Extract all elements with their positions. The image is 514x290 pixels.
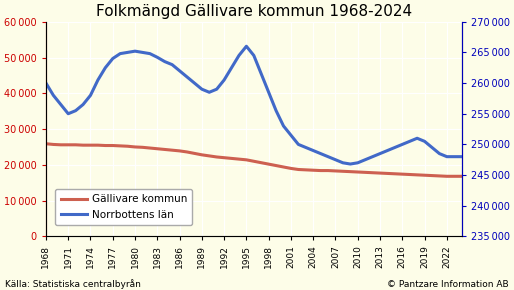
Text: © Pantzare Information AB: © Pantzare Information AB — [387, 280, 509, 289]
Gällivare kommun — [325, 169, 331, 172]
Line: Norrbottens län: Norrbottens län — [46, 46, 462, 164]
Gällivare kommun — [58, 143, 64, 146]
Norrbottens län — [43, 81, 49, 85]
Norrbottens län — [340, 161, 346, 164]
Gällivare kommun — [154, 147, 160, 151]
Norrbottens län — [154, 56, 160, 59]
Norrbottens län — [58, 103, 64, 106]
Norrbottens län — [458, 155, 465, 158]
Gällivare kommun — [43, 142, 49, 146]
Norrbottens län — [333, 158, 339, 162]
Gällivare kommun — [333, 169, 339, 173]
Norrbottens län — [347, 162, 354, 166]
Title: Folkmängd Gällivare kommun 1968-2024: Folkmängd Gällivare kommun 1968-2024 — [96, 4, 412, 19]
Text: Källa: Statistiska centralbyrån: Källa: Statistiska centralbyrån — [5, 279, 141, 289]
Norrbottens län — [243, 45, 249, 48]
Line: Gällivare kommun: Gällivare kommun — [46, 144, 462, 176]
Legend: Gällivare kommun, Norrbottens län: Gällivare kommun, Norrbottens län — [56, 189, 192, 225]
Gällivare kommun — [458, 175, 465, 178]
Norrbottens län — [65, 112, 71, 115]
Gällivare kommun — [444, 175, 450, 178]
Norrbottens län — [221, 78, 227, 82]
Gällivare kommun — [221, 156, 227, 160]
Gällivare kommun — [65, 143, 71, 146]
